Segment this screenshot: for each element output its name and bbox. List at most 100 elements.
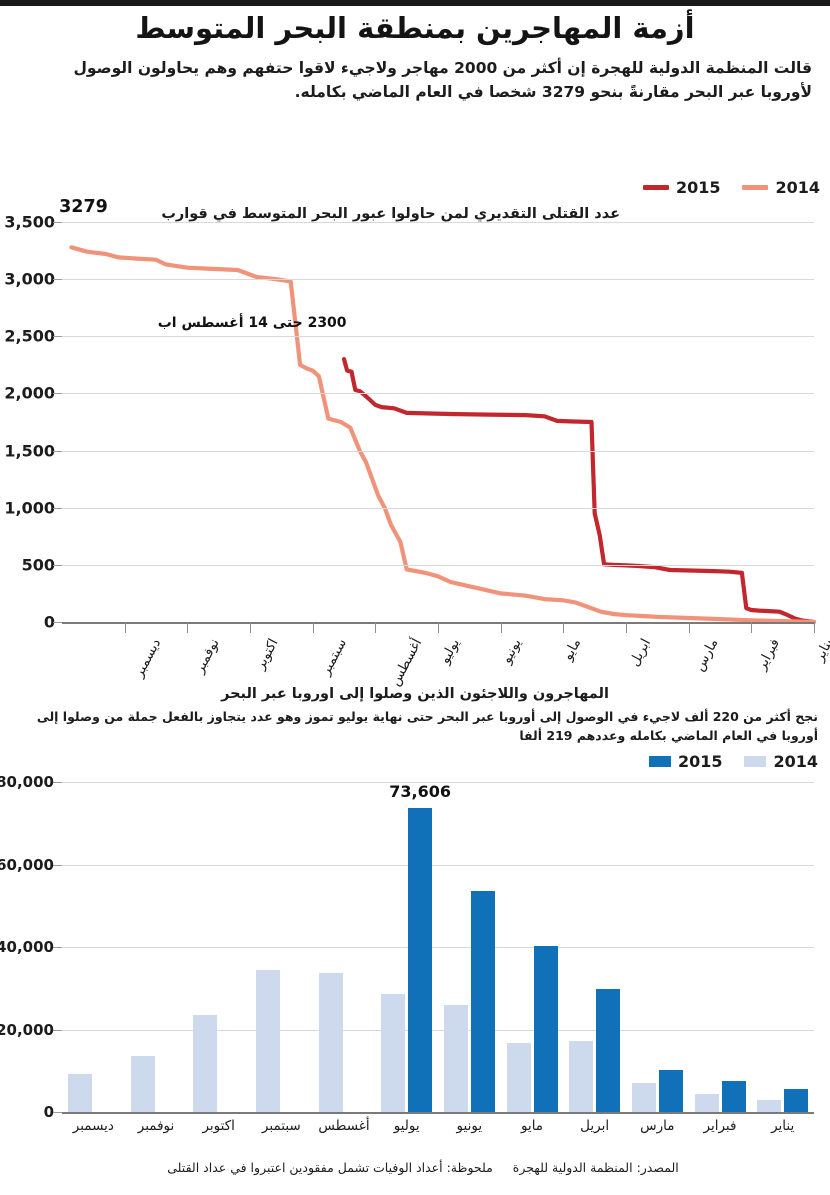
x-axis-tick-mark bbox=[814, 622, 815, 633]
line-series-2014 bbox=[69, 245, 817, 625]
x-axis-label: مايو bbox=[559, 636, 585, 664]
line-series-2015 bbox=[341, 357, 817, 625]
y-axis-tick-label: 0 bbox=[43, 1103, 54, 1121]
x-axis-label: نوفمبر bbox=[191, 636, 223, 676]
x-axis-label: يوليو bbox=[393, 1118, 420, 1134]
page-subtitle: قالت المنظمة الدولية للهجرة إن أكثر من 2… bbox=[73, 59, 812, 102]
bar-2014-مارس bbox=[631, 1083, 656, 1112]
header: أزمة المهاجرين بمنطقة البحر المتوسط قالت… bbox=[0, 10, 830, 104]
gridline bbox=[62, 450, 814, 452]
legend-swatch-bar-2014 bbox=[744, 756, 767, 767]
y-axis-tick-label: 3,000 bbox=[4, 269, 55, 289]
y-axis-tick-mark bbox=[53, 336, 62, 338]
x-axis-label: مايو bbox=[520, 1118, 544, 1134]
gridline bbox=[62, 864, 814, 866]
y-axis-tick-mark bbox=[53, 782, 62, 783]
x-axis-label: نوفمبر bbox=[137, 1118, 175, 1134]
legend-swatch-2015 bbox=[642, 185, 669, 190]
x-axis-label: ابريل bbox=[580, 1118, 610, 1134]
line-chart-legend: 2015 2014 bbox=[642, 178, 820, 197]
x-axis-label: ديسمبر bbox=[131, 636, 165, 680]
bar-2014-يوليو bbox=[381, 994, 406, 1112]
x-axis-tick-mark bbox=[563, 622, 565, 633]
x-axis-label: فبراير bbox=[703, 1118, 737, 1134]
bar-2014-يونيو bbox=[443, 1004, 468, 1112]
legend-item-2014: 2014 bbox=[742, 178, 820, 197]
x-axis-label: اكتوبر bbox=[251, 636, 282, 673]
bar-2014-نوفمبر bbox=[130, 1056, 155, 1112]
gridline bbox=[62, 222, 814, 223]
gridline bbox=[62, 947, 814, 948]
bar-2014-أغسطس bbox=[318, 973, 343, 1112]
gridline bbox=[62, 279, 814, 281]
y-axis-tick-mark bbox=[53, 393, 62, 395]
footer-note: ملحوظة: أعداد الوفيات تشمل مفقودين اعتبر… bbox=[167, 1160, 493, 1175]
x-axis-label: يونيو bbox=[498, 636, 526, 667]
bar-2015-يوليو bbox=[408, 808, 433, 1112]
bar-2014-مايو bbox=[506, 1042, 531, 1112]
bar-chart-title: المهاجرون واللاجئون الذين وصلوا إلى اورو… bbox=[221, 686, 609, 702]
line-chart-plot: 0 500 1,000 1,500 2,000 2,500 3,000 3,500 يناير ف… bbox=[4, 213, 830, 788]
x-axis-label: ديسمبر bbox=[72, 1118, 114, 1134]
x-axis-label: يناير bbox=[810, 636, 830, 664]
page-title: أزمة المهاجرين بمنطقة البحر المتوسط bbox=[135, 11, 695, 45]
y-axis-tick-mark bbox=[53, 622, 62, 623]
x-axis-label: أغسطس bbox=[318, 1118, 370, 1134]
gridline bbox=[62, 393, 814, 395]
bar-2015-يناير bbox=[784, 1088, 809, 1112]
y-axis-tick-mark bbox=[53, 864, 62, 866]
bar-2015-مارس bbox=[658, 1069, 683, 1112]
x-axis-tick-mark bbox=[375, 622, 377, 633]
y-axis-tick-label: 2,500 bbox=[4, 326, 55, 346]
x-axis-label: يونيو bbox=[456, 1118, 483, 1134]
legend-item-2015: 2015 bbox=[642, 178, 720, 197]
x-axis-tick-mark bbox=[187, 622, 189, 633]
bar-chart-legend: 2015 2014 bbox=[648, 752, 818, 771]
y-axis-tick-mark bbox=[53, 222, 62, 223]
gridline bbox=[62, 1029, 814, 1031]
y-axis-tick-label: 20,000 bbox=[0, 1020, 54, 1039]
bar-chart-subtitle: نجح أكثر من 220 ألف لاجيء في الوصول إلى … bbox=[36, 709, 818, 743]
legend-swatch-bar-2015 bbox=[648, 756, 671, 767]
y-axis-tick-label: 0 bbox=[43, 612, 55, 632]
bar-2015-يونيو bbox=[470, 891, 495, 1112]
x-axis-tick-mark bbox=[500, 622, 502, 633]
gridline bbox=[62, 336, 814, 338]
x-axis-label: يناير bbox=[771, 1118, 795, 1134]
annotation-2300: 2300 حتى 14 أغسطس اب bbox=[157, 315, 347, 332]
y-axis-tick-mark bbox=[53, 450, 62, 452]
y-axis-tick-label: 2,000 bbox=[4, 383, 55, 403]
footer-source: المصدر: المنظمة الدولية للهجرة bbox=[512, 1160, 679, 1175]
x-axis-label: مارس bbox=[691, 636, 722, 674]
y-axis-tick-label: 40,000 bbox=[0, 938, 54, 956]
y-axis-tick-label: 1,500 bbox=[4, 441, 55, 461]
line-chart-svg bbox=[69, 245, 817, 625]
x-axis-tick-mark bbox=[688, 622, 690, 633]
x-axis-tick-mark bbox=[626, 622, 627, 633]
bar-2014-ديسمبر bbox=[67, 1074, 92, 1112]
line-chart-section: 2015 2014 عدد القتلى التقديري لمن حاولوا… bbox=[0, 176, 830, 689]
bar-2015-ابريل bbox=[596, 989, 621, 1112]
legend-label-bar-2014: 2014 bbox=[773, 752, 818, 771]
footer: المصدر: المنظمة الدولية للهجرة ملحوظة: أ… bbox=[0, 1160, 830, 1175]
x-axis-label: اكتوبر bbox=[202, 1118, 235, 1134]
gridline bbox=[62, 564, 814, 566]
x-axis-tick-mark bbox=[438, 622, 439, 633]
x-axis-line bbox=[62, 1112, 814, 1114]
y-axis-tick-label: 500 bbox=[21, 555, 55, 575]
bar-data-label: 73,606 bbox=[389, 782, 452, 802]
x-axis-tick-mark bbox=[250, 622, 251, 633]
legend-item-bar-2015: 2015 bbox=[648, 752, 722, 771]
y-axis-tick-mark bbox=[53, 1029, 62, 1031]
bar-2015-فبراير bbox=[721, 1081, 746, 1112]
x-axis-label: سبتمبر bbox=[317, 636, 351, 678]
y-axis-tick-mark bbox=[53, 947, 62, 948]
y-axis-tick-mark bbox=[53, 279, 62, 281]
y-axis-tick-label: 1,000 bbox=[4, 498, 55, 518]
x-axis-label: سبتمبر bbox=[261, 1118, 301, 1134]
gridline bbox=[62, 782, 814, 783]
x-axis-label: أغسطس bbox=[387, 636, 426, 689]
bar-chart-plot: 0 20,000 40,000 60,000 80,000 يناير فبراير مارس… bbox=[0, 773, 814, 1134]
y-axis-tick-mark bbox=[53, 1112, 62, 1113]
